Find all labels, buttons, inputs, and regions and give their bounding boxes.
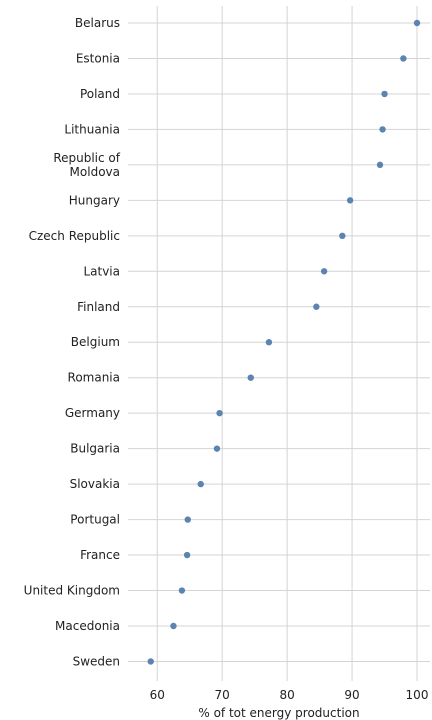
data-point	[376, 161, 384, 169]
data-point	[313, 303, 320, 310]
x-tick-label: 100	[406, 688, 429, 702]
category-label: Lithuania	[64, 122, 120, 136]
data-point	[339, 232, 346, 240]
category-label: Belarus	[75, 16, 120, 30]
x-axis-tick-labels: 60 70 80 90 100	[150, 688, 429, 702]
data-point	[400, 55, 407, 62]
category-label: United Kingdom	[24, 584, 120, 598]
category-label: Slovakia	[70, 477, 120, 491]
vertical-gridlines	[156, 6, 418, 681]
category-label: France	[80, 548, 120, 562]
category-labels: Belarus Estonia Poland Lithuania Republic of…	[24, 16, 121, 668]
data-point	[170, 622, 177, 630]
data-point	[265, 339, 273, 346]
data-point	[379, 126, 386, 133]
category-label: Latvia	[83, 264, 120, 278]
data-point	[197, 480, 204, 488]
horizontal-gridlines	[128, 22, 430, 662]
category-label: Germany	[65, 406, 120, 420]
category-label: Sweden	[73, 654, 120, 668]
data-point	[147, 658, 154, 665]
data-point	[216, 409, 223, 417]
category-label: Belgium	[71, 335, 120, 349]
data-point	[178, 587, 186, 594]
data-points	[147, 19, 421, 665]
data-point	[183, 551, 191, 559]
category-label: Portugal	[70, 513, 120, 527]
x-axis-title: % of tot energy production	[198, 706, 359, 720]
x-tick-label: 90	[344, 688, 359, 702]
category-label: Bulgaria	[70, 442, 120, 456]
data-point	[247, 374, 254, 381]
category-label: Romania	[68, 371, 120, 385]
category-label: Czech Republic	[29, 229, 120, 243]
category-label: Poland	[80, 87, 120, 101]
data-point	[184, 516, 191, 523]
data-point	[213, 445, 221, 452]
data-point	[346, 197, 354, 204]
x-tick-label: 70	[215, 688, 230, 702]
category-label: Estonia	[76, 51, 120, 65]
category-label: Finland	[77, 300, 120, 314]
data-point	[320, 268, 328, 275]
category-label: Hungary	[69, 193, 120, 207]
data-point	[413, 19, 421, 27]
x-tick-label: 80	[279, 688, 294, 702]
category-label: Republic of Moldova	[53, 151, 120, 179]
category-label: Macedonia	[55, 619, 120, 633]
data-point	[381, 90, 388, 98]
x-tick-label: 60	[150, 688, 165, 702]
